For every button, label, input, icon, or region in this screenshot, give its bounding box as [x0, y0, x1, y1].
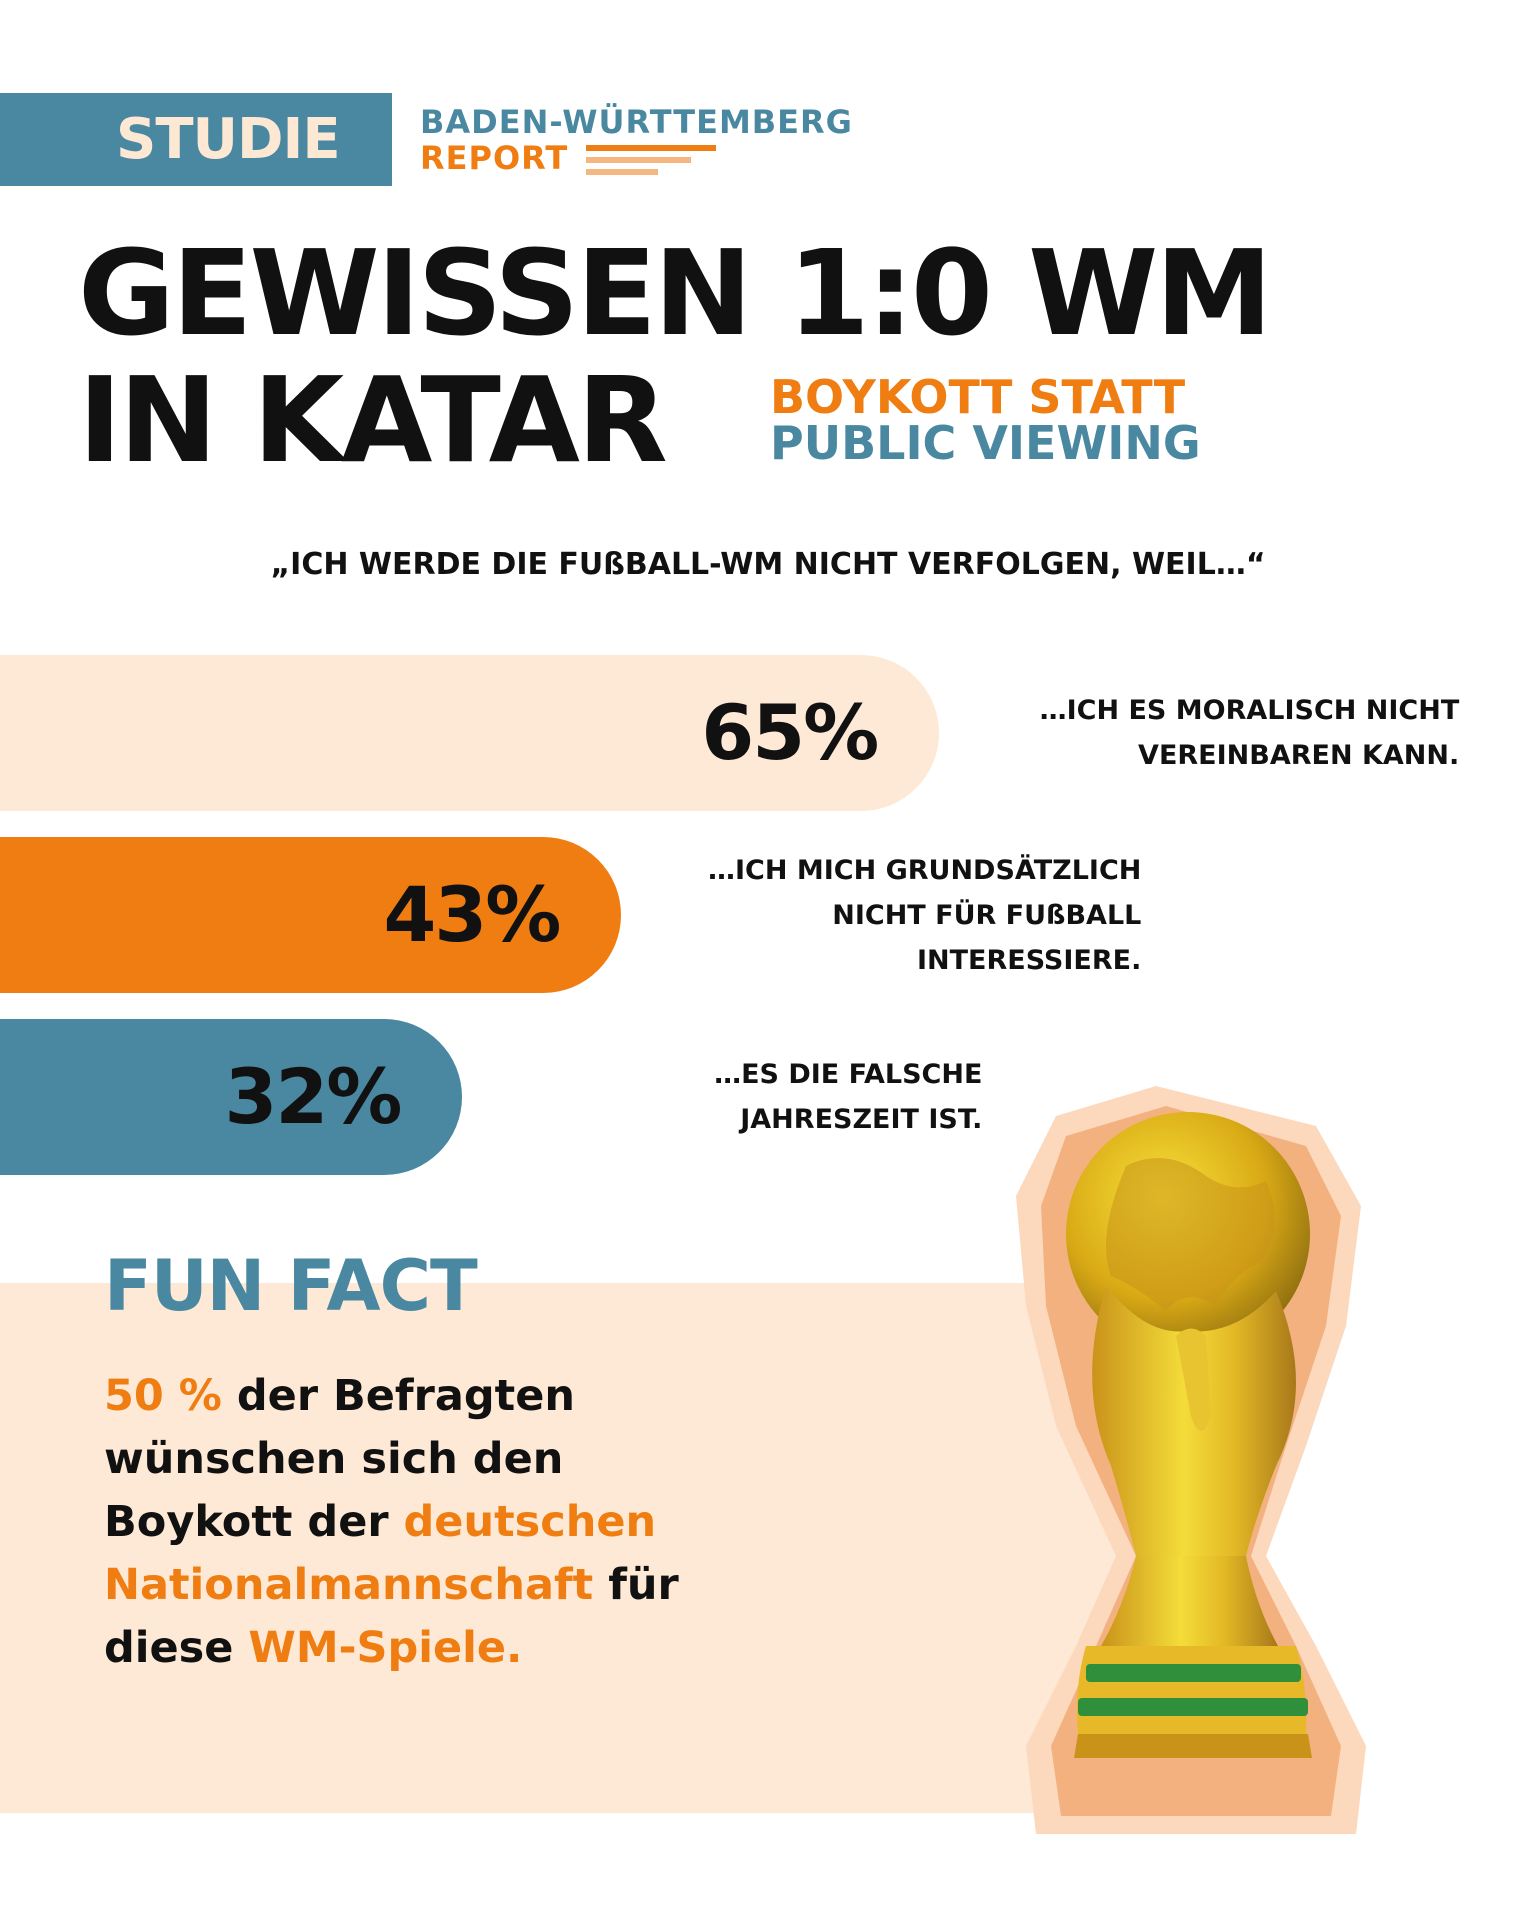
bar-category-line: NICHT FÜR FUßBALL	[832, 899, 1142, 931]
fun-fact-text-part1: der Befragten wünschen sich den Boykott …	[104, 1371, 575, 1547]
header-band	[0, 93, 392, 186]
report-name-line1: BADEN-WÜRTTEMBERG	[420, 103, 853, 141]
fun-fact-text-part2: für diese	[104, 1560, 679, 1673]
page-title-line2: IN KATAR	[78, 351, 668, 489]
report-logo-stripe	[586, 157, 691, 163]
bar-category-label: …ICH ES MORALISCH NICHT VEREINBAREN KANN.	[1040, 688, 1460, 778]
fun-fact-panel	[0, 1283, 1200, 1813]
bar-category-line: INTERESSIERE.	[916, 944, 1142, 976]
bar-category-line: …ES DIE FALSCHE	[714, 1059, 983, 1090]
survey-question: „ICH WERDE DIE FUßBALL-WM NICHT VERFOLGE…	[270, 547, 1266, 582]
bar-category-line: JAHRESZEIT IST.	[740, 1104, 983, 1135]
world-cup-trophy-icon	[1016, 1086, 1366, 1834]
bar-category-line: VEREINBAREN KANN.	[1138, 740, 1460, 771]
study-badge: STUDIE	[116, 107, 341, 172]
bar-category-label: …ICH MICH GRUNDSÄTZLICH NICHT FÜR FUßBALL…	[708, 848, 1141, 983]
chart-bar	[0, 837, 622, 993]
bar-category-line: …ICH ES MORALISCH NICHT	[1039, 695, 1460, 726]
subtitle-line2: PUBLIC VIEWING	[770, 416, 1201, 470]
chart-bar	[0, 655, 940, 811]
fun-fact-number: 50 %	[104, 1371, 222, 1421]
report-name-line2: REPORT	[420, 139, 569, 177]
report-logo-stripe	[586, 145, 716, 151]
bar-value-label: 43%	[383, 870, 561, 959]
report-logo-stripe	[586, 169, 658, 175]
fun-fact-title: FUN FACT	[104, 1245, 478, 1327]
fun-fact-team: deutschen Nationalmannschaft	[104, 1497, 657, 1610]
bar-category-label: …ES DIE FALSCHE JAHRESZEIT IST.	[714, 1052, 982, 1142]
subtitle-line1: BOYKOTT STATT	[770, 370, 1186, 424]
page-title-line1: GEWISSEN 1:0 WM	[78, 224, 1273, 362]
bar-category-line: …ICH MICH GRUNDSÄTZLICH	[707, 854, 1142, 886]
fun-fact-text: 50 % der Befragten wünschen sich den Boy…	[104, 1365, 744, 1680]
bar-value-label: 65%	[701, 688, 879, 777]
bar-value-label: 32%	[224, 1052, 402, 1141]
chart-bar	[0, 1019, 463, 1175]
fun-fact-games: WM-Spiele.	[248, 1623, 523, 1673]
